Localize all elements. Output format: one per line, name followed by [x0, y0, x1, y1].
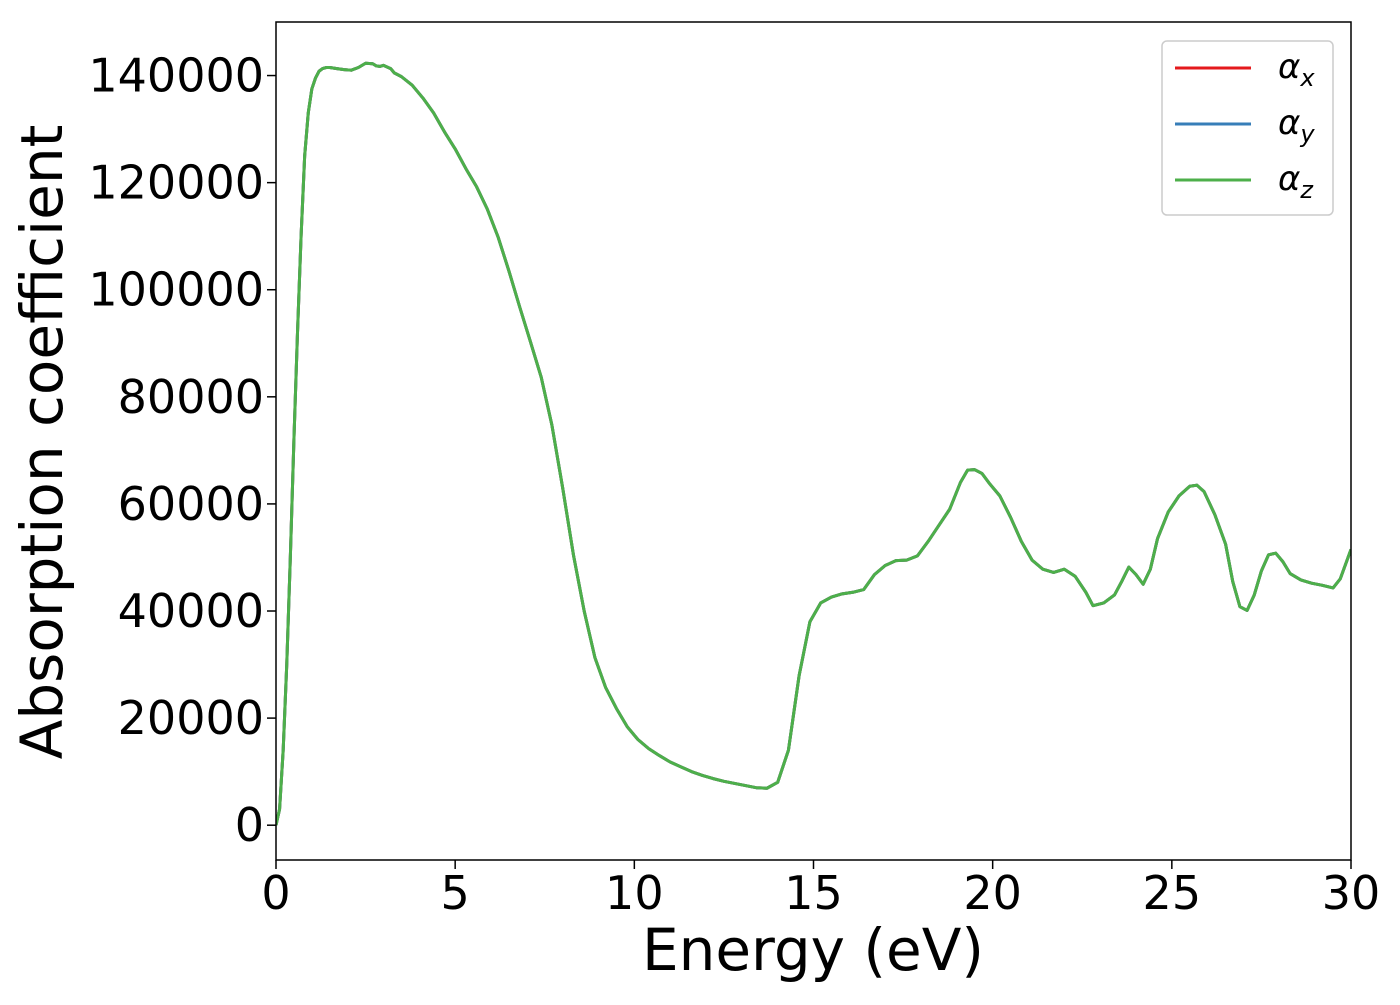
x-tick-label: 15	[784, 866, 843, 920]
x-tick-label: 30	[1322, 866, 1381, 920]
legend-box	[1161, 40, 1334, 216]
y-tick-label: 100000	[88, 263, 264, 317]
legend: αx αy αz	[1161, 40, 1334, 216]
x-tick-label: 5	[441, 866, 470, 920]
legend-label-x: αx	[1278, 47, 1315, 92]
plot-lines	[276, 61, 1351, 826]
y-tick-label: 20000	[118, 691, 264, 745]
y-tick-label: 80000	[118, 370, 264, 424]
series-line-alpha-z	[276, 61, 1351, 826]
y-tick-label: 120000	[88, 156, 264, 210]
y-tick-label: 40000	[118, 584, 264, 638]
y-tick-label: 140000	[88, 49, 264, 103]
x-axis-title: Energy (eV)	[642, 916, 984, 984]
x-tick-label: 10	[605, 866, 664, 920]
legend-label-z: αz	[1278, 159, 1314, 204]
x-axis-ticks: 0 5 10 15 20 25 30	[261, 860, 1380, 920]
y-axis-title: Absorption coefficient	[8, 125, 76, 760]
x-tick-label: 20	[963, 866, 1022, 920]
y-tick-label: 60000	[118, 477, 264, 531]
x-tick-label: 25	[1143, 866, 1202, 920]
legend-label-y: αy	[1278, 103, 1315, 148]
x-tick-label: 0	[261, 866, 290, 920]
y-tick-label: 0	[235, 798, 264, 852]
y-axis-ticks: 0 20000 40000 60000 80000 100000 120000 140000	[88, 49, 276, 852]
